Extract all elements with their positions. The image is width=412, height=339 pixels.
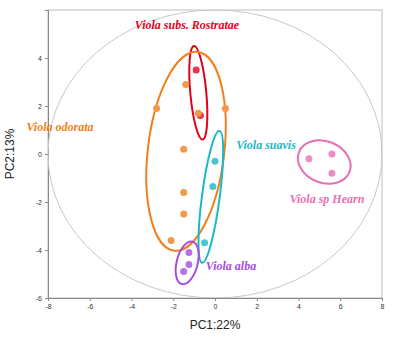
y-tick-label: -2 <box>36 199 42 206</box>
series-points <box>201 158 218 247</box>
point <box>305 155 312 162</box>
group-ellipse <box>136 47 235 255</box>
series-points <box>305 151 335 177</box>
group-ellipse <box>172 239 203 287</box>
y-tick-label: 2 <box>38 103 42 110</box>
x-tick-mark <box>90 298 91 301</box>
y-tick-label: -6 <box>36 295 42 302</box>
point <box>212 158 219 165</box>
series-points <box>193 67 204 120</box>
x-tick-label: -4 <box>129 303 135 310</box>
x-tick-label: 8 <box>381 303 385 310</box>
x-axis-line <box>49 299 383 302</box>
y-tick-label: 4 <box>38 55 42 62</box>
x-tick: -6 <box>87 298 93 310</box>
point <box>180 268 187 275</box>
point <box>180 211 187 218</box>
plot-area <box>48 10 382 298</box>
series-points <box>180 249 192 275</box>
x-tick-mark <box>382 298 383 301</box>
x-tick: -8 <box>45 298 51 310</box>
group-label: Viola subs. Rostratae <box>135 18 240 32</box>
y-tick-mark <box>45 250 48 251</box>
x-tick: 4 <box>297 298 301 310</box>
x-tick: 2 <box>255 298 259 310</box>
y-tick: -4 <box>36 247 48 254</box>
group-ellipse <box>193 130 228 264</box>
point <box>193 67 200 74</box>
x-tick-mark <box>132 298 133 301</box>
point <box>180 189 187 196</box>
y-tick-mark <box>45 298 48 299</box>
series-points <box>153 81 229 244</box>
x-tick: 6 <box>339 298 343 310</box>
x-tick-label: 0 <box>214 303 218 310</box>
point <box>185 261 192 268</box>
y-tick: -2 <box>36 199 48 206</box>
hotelling-ellipse <box>48 10 382 298</box>
x-tick-label: 4 <box>297 303 301 310</box>
y-tick: 4 <box>38 55 48 62</box>
group-label: Viola odorata <box>26 120 93 134</box>
x-tick: -4 <box>129 298 135 310</box>
x-tick: 8 <box>381 298 385 310</box>
point <box>328 170 335 177</box>
point <box>195 110 202 117</box>
group-label: Viola suavis <box>236 138 296 152</box>
y-tick: 2 <box>38 103 48 110</box>
y-tick-mark <box>45 58 48 59</box>
y-tick-label: 0 <box>38 151 42 158</box>
y-axis: -6 -4 -2 0 2 4 <box>36 11 49 302</box>
group-label: Viola alba <box>206 259 256 273</box>
y-axis-line <box>45 11 49 299</box>
point <box>182 81 189 88</box>
x-axis-title: PC1:22% <box>190 318 241 332</box>
point <box>153 105 160 112</box>
x-tick-label: 6 <box>339 303 343 310</box>
y-tick: 0 <box>38 151 48 158</box>
point <box>209 183 216 190</box>
x-tick: -2 <box>171 298 177 310</box>
x-tick-mark <box>340 298 341 301</box>
x-tick: 0 <box>214 298 218 310</box>
point <box>185 249 192 256</box>
y-axis-title: PC2:13% <box>3 128 17 179</box>
point <box>201 239 208 246</box>
y-tick-mark <box>45 202 48 203</box>
x-axis: -8 -6 -4 -2 0 2 4 6 8 <box>45 298 384 310</box>
group-ellipse <box>291 133 357 192</box>
y-tick: -6 <box>36 295 48 302</box>
point <box>328 151 335 158</box>
x-tick-mark <box>215 298 216 301</box>
point <box>222 105 229 112</box>
x-tick-label: 2 <box>255 303 259 310</box>
chart: -8-6-4-202468-6-4-2024PC1:22%PC2:13%Viol… <box>0 0 412 339</box>
y-tick-mark <box>45 154 48 155</box>
group-label: Viola sp Hearn <box>290 192 365 206</box>
x-tick-mark <box>173 298 174 301</box>
x-tick-label: -6 <box>87 303 93 310</box>
point <box>180 146 187 153</box>
x-tick-label: -8 <box>45 303 51 310</box>
x-tick-mark <box>299 298 300 301</box>
y-tick-mark <box>45 106 48 107</box>
point <box>168 237 175 244</box>
x-tick-mark <box>257 298 258 301</box>
x-tick-label: -2 <box>171 303 177 310</box>
plot-frame <box>48 10 382 298</box>
group-ellipse <box>186 45 210 140</box>
y-tick-label: -4 <box>36 247 42 254</box>
